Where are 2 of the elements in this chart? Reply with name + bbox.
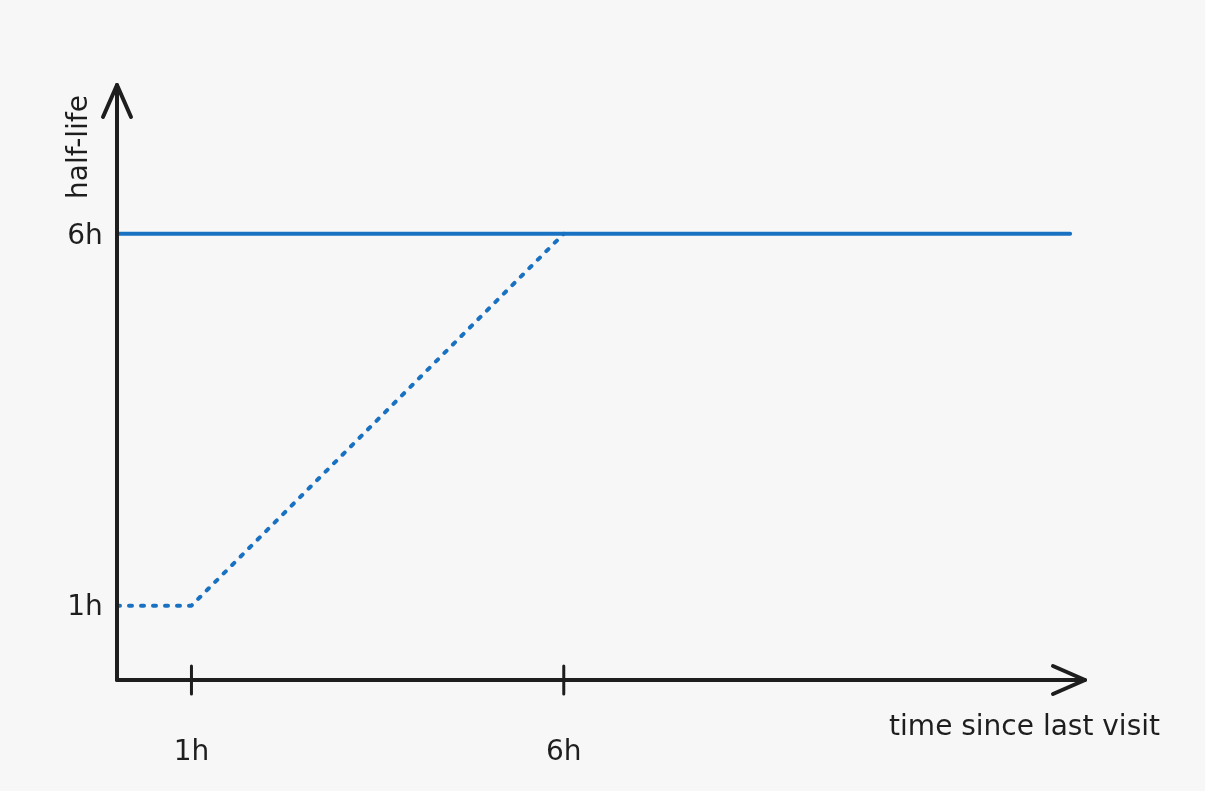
y-axis-title: half-life bbox=[60, 95, 94, 199]
x-axis-title: time since last visit bbox=[889, 709, 1161, 742]
